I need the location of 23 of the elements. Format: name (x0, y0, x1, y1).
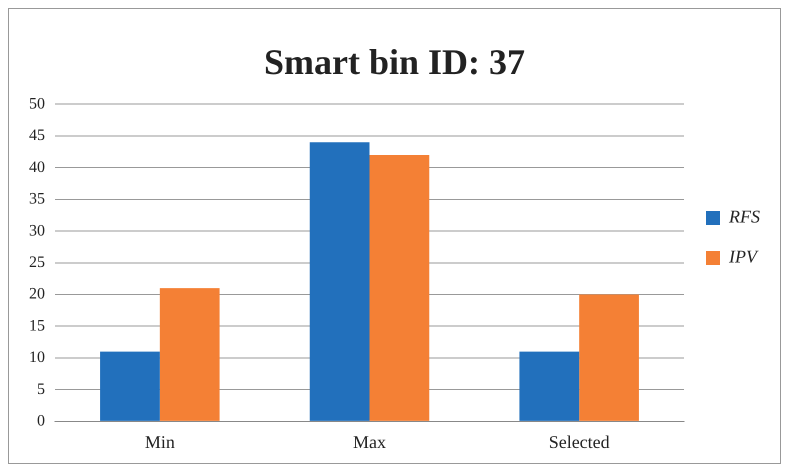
y-tick-label: 15 (29, 317, 45, 334)
y-tick-label: 25 (29, 254, 45, 272)
y-tick-label: 40 (29, 158, 45, 176)
x-tick-label: Min (144, 432, 175, 452)
bar (160, 288, 220, 421)
legend-label: RFS (728, 206, 760, 227)
bar (370, 154, 430, 421)
y-tick-label: 35 (29, 190, 45, 208)
y-tick-label: 30 (29, 222, 45, 240)
bar (100, 352, 160, 421)
y-tick-label: 20 (29, 286, 45, 303)
legend-label: IPV (728, 246, 759, 267)
x-tick-label: Max (353, 432, 386, 452)
x-tick-label: Selected (548, 432, 610, 452)
chart-title: Smart bin ID: 37 (264, 42, 526, 82)
y-tick-label: 10 (29, 349, 45, 366)
bar (519, 352, 580, 421)
bar (310, 142, 370, 421)
y-tick-label: 5 (37, 380, 45, 398)
bar (579, 294, 639, 421)
y-tick-label: 45 (29, 127, 45, 144)
y-tick-label: 50 (29, 95, 45, 112)
y-tick-label: 0 (37, 412, 45, 430)
